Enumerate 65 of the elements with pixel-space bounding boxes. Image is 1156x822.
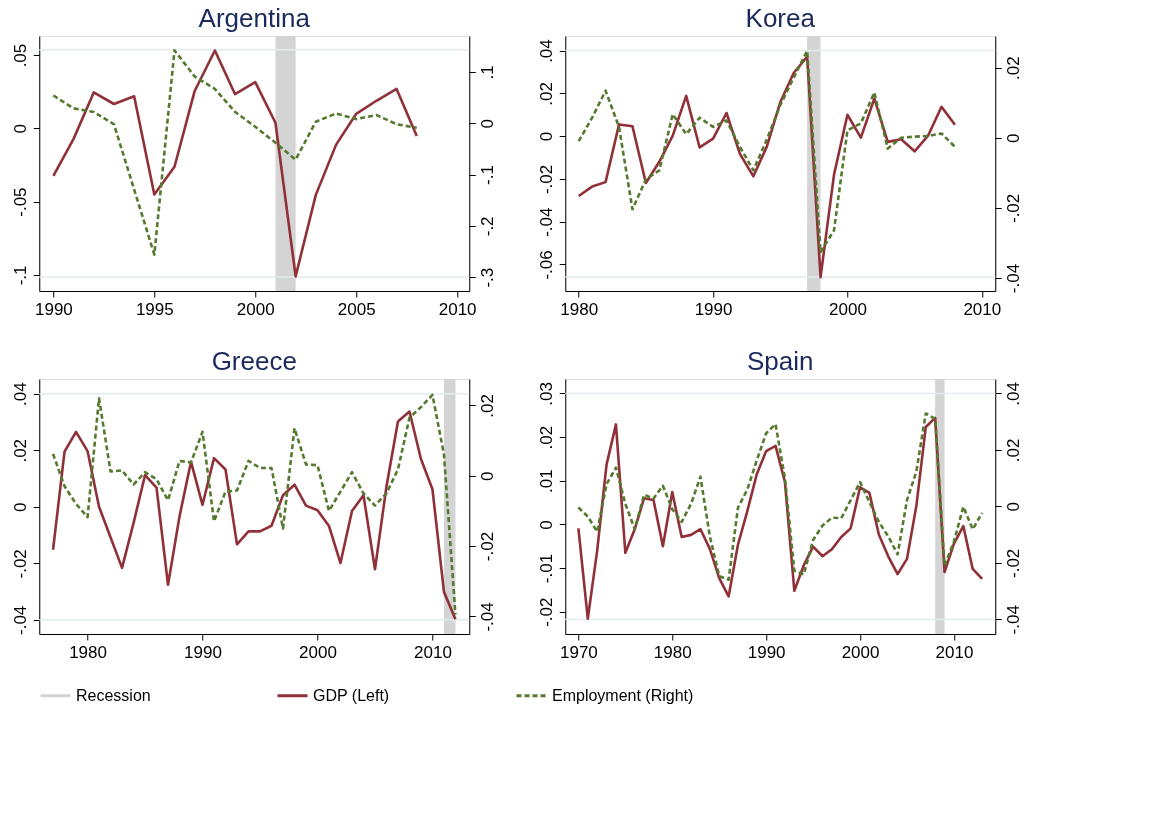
y2-tick-label: -.04 (1003, 263, 1023, 294)
y-tick-label: -.01 (536, 553, 556, 584)
x-tick-label: 1980 (653, 642, 692, 662)
y2-tick-label: 0 (1003, 502, 1023, 512)
y-tick-label: .04 (10, 382, 30, 407)
y-tick-label: -.02 (10, 549, 30, 579)
y-tick-label: -.05 (10, 187, 30, 217)
y2-tick-label: .02 (1003, 56, 1023, 80)
y-tick-label: .01 (536, 469, 556, 494)
chart-title: Spain (747, 346, 814, 376)
y2-tick-label: -.04 (477, 602, 497, 632)
x-tick-label: 2000 (829, 299, 867, 319)
x-tick-label: 1995 (135, 299, 174, 319)
y-tick-label: .02 (536, 82, 556, 106)
y-tick-label: 0 (536, 131, 556, 142)
x-tick-label: 1990 (184, 642, 222, 662)
x-tick-label: 2000 (299, 642, 337, 662)
y-tick-label: -.02 (536, 164, 556, 195)
x-tick-label: 1970 (559, 642, 598, 662)
y2-tick-label: .1 (477, 65, 497, 80)
x-tick-label: 2010 (438, 299, 477, 319)
y2-tick-label: .04 (1003, 382, 1023, 406)
y-tick-label: 0 (10, 124, 30, 134)
y2-tick-label: -.3 (477, 267, 497, 288)
chart-title: Argentina (198, 3, 311, 33)
y-tick-label: -.04 (10, 605, 30, 636)
y2-tick-label: -.04 (1003, 605, 1023, 635)
legend-label: Employment (Right) (552, 686, 694, 704)
chart-title: Greece (211, 346, 297, 376)
x-tick-label: 2010 (935, 642, 974, 662)
y-tick-label: .04 (536, 39, 556, 63)
x-tick-label: 2000 (841, 642, 880, 662)
x-tick-label: 2000 (236, 299, 275, 319)
y2-tick-label: -.2 (477, 216, 497, 237)
y2-tick-label: .02 (1003, 438, 1023, 463)
y-tick-label: 0 (536, 520, 556, 530)
legend-label: Recession (76, 686, 151, 704)
line-series (577, 412, 984, 582)
x-tick-label: 1980 (560, 299, 599, 319)
x-tick-label: 1980 (69, 642, 107, 662)
y-tick-label: -.04 (536, 207, 556, 237)
y-tick-label: .02 (536, 425, 556, 450)
y-tick-label: -.06 (536, 250, 556, 280)
y2-tick-label: 0 (1003, 133, 1023, 143)
y2-tick-label: -.02 (1003, 548, 1023, 578)
x-tick-label: 1990 (34, 299, 73, 319)
y2-tick-label: -.02 (477, 531, 497, 562)
y-tick-label: -.1 (10, 265, 30, 286)
y-tick-label: 0 (10, 502, 30, 513)
chart-title: Korea (745, 3, 816, 33)
x-tick-label: 1990 (694, 299, 733, 319)
legend-label: GDP (Left) (313, 686, 390, 704)
x-tick-label: 1990 (747, 642, 786, 662)
x-tick-label: 2010 (414, 642, 452, 662)
y2-tick-label: .02 (477, 394, 497, 418)
y-tick-label: .02 (10, 438, 30, 463)
y-tick-label: .03 (536, 382, 556, 406)
y2-tick-label: -.02 (1003, 193, 1023, 224)
x-tick-label: 2005 (337, 299, 376, 319)
y-tick-label: .05 (10, 43, 30, 68)
y2-tick-label: 0 (477, 118, 497, 129)
x-tick-label: 2010 (963, 299, 1002, 319)
y2-tick-label: 0 (477, 471, 497, 481)
y2-tick-label: -.1 (477, 165, 497, 185)
y-tick-label: -.02 (536, 597, 556, 627)
